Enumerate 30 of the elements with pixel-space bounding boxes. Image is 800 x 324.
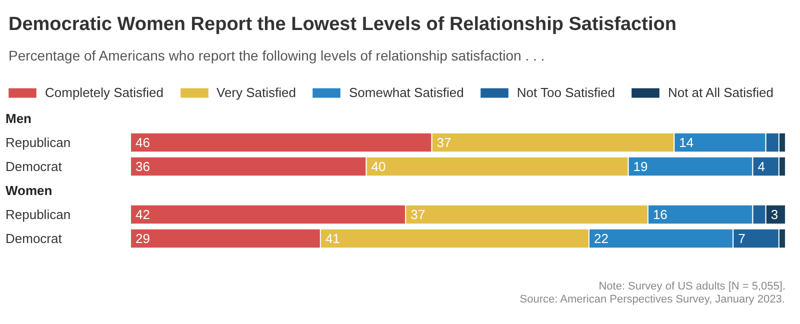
data-label: 14 [679, 135, 694, 150]
data-label: 40 [371, 159, 386, 174]
legend-label: Not Too Satisfied [516, 85, 615, 100]
data-label: 37 [436, 135, 452, 150]
y-tick-label: Republican [6, 207, 71, 222]
data-label: 29 [136, 231, 150, 246]
text: Men [6, 111, 32, 126]
chart-title: Democratic Women Report the Lowest Levels of Relationship Satisfaction [8, 14, 676, 35]
data-label: 16 [652, 207, 668, 222]
data-label: 37 [410, 207, 426, 222]
data-label: 22 [594, 231, 608, 246]
y-tick-label: Democrat [6, 231, 62, 246]
legend-label: Somewhat Satisfied [349, 85, 464, 100]
data-label: 42 [136, 207, 150, 222]
data-label: 19 [633, 159, 648, 174]
y-tick-label: Democrat [6, 159, 62, 174]
y-tick-label: Republican [6, 135, 71, 150]
data-label: 46 [136, 135, 150, 150]
legend-label: Very Satisfied [216, 85, 296, 100]
chart-subtitle: Percentage of Americans who report the following levels of relationship satisfaction . . . [8, 48, 545, 64]
legend-label: Not at All Satisfied [668, 85, 774, 100]
source-note: Source: American Perspectives Survey, January 2023. [520, 294, 785, 306]
data-label: 7 [738, 231, 746, 246]
data-label: 3 [770, 207, 778, 222]
text: Women [6, 183, 52, 198]
data-label: 4 [758, 159, 765, 174]
data-label: 36 [136, 159, 150, 174]
text: Note: Survey of US adults [N = 5,055]. [598, 280, 786, 292]
data-label: 41 [325, 231, 340, 246]
legend-label: Completely Satisfied [45, 85, 164, 100]
